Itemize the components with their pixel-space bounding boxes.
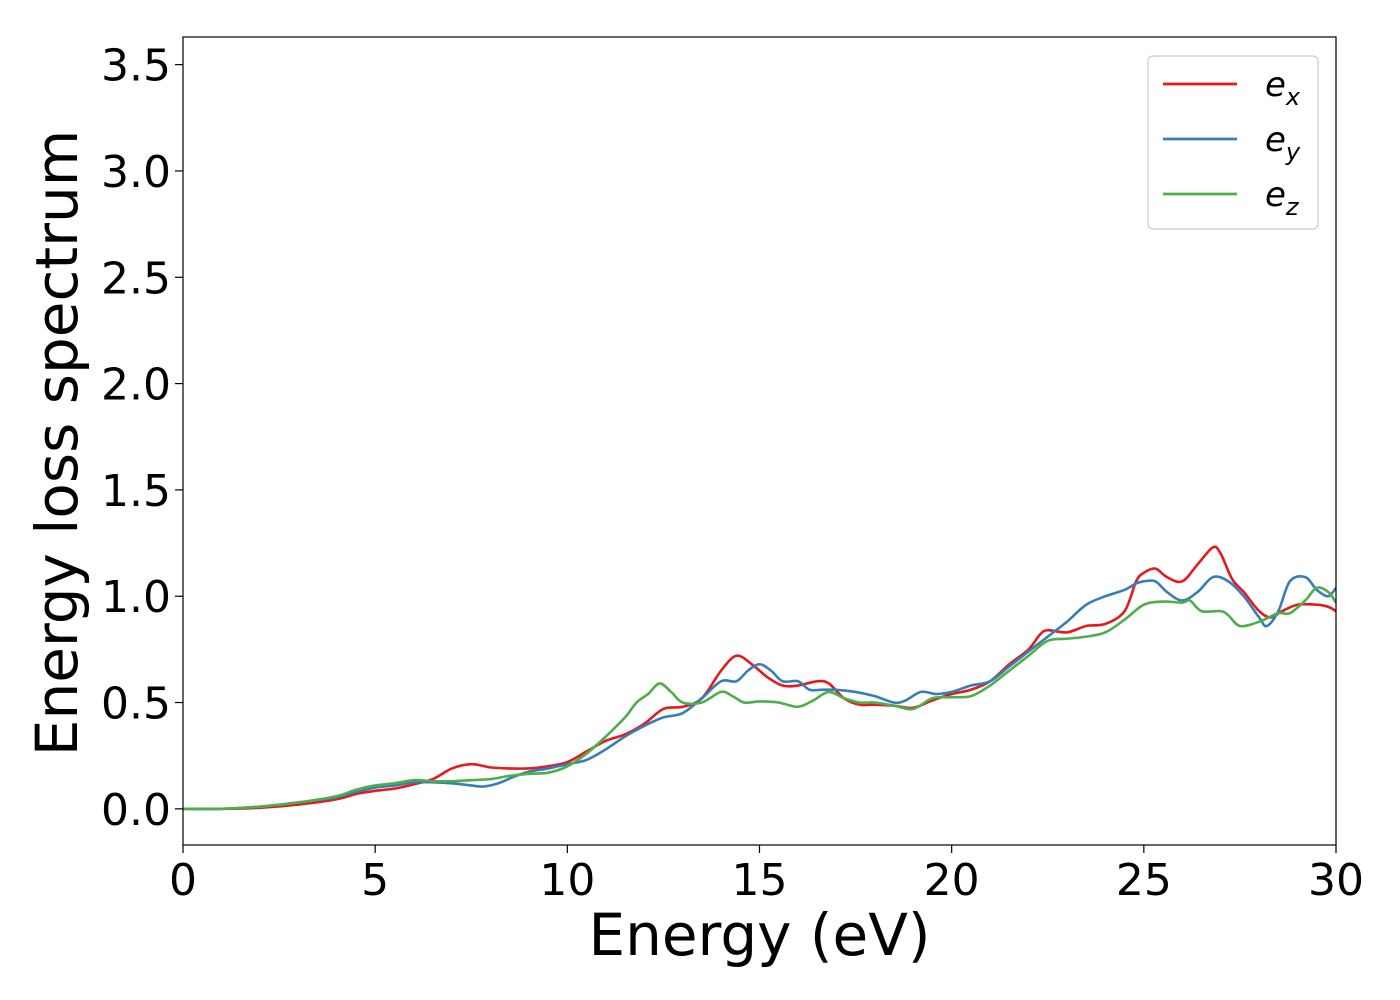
y-axis-title: Energy loss spectrum: [23, 130, 91, 756]
series-line-x: [183, 545, 1336, 811]
y-tick-label: 1.0: [101, 572, 171, 623]
y-tick-label: 0.5: [101, 679, 171, 730]
legend-label-z: ez: [1265, 175, 1300, 221]
x-tick-label: 5: [361, 855, 389, 906]
x-axis-title: Energy (eV): [588, 901, 930, 969]
legend-label-y: ey: [1265, 120, 1301, 166]
y-tick-label: 0.0: [101, 785, 171, 836]
legend-label-subscript: z: [1285, 193, 1300, 221]
legend-label-x: ex: [1265, 65, 1301, 111]
y-tick-label: 3.5: [101, 41, 171, 92]
x-tick-label: 20: [924, 855, 980, 906]
series-line-y: [183, 575, 1336, 811]
legend-label-subscript: y: [1285, 138, 1301, 166]
series-layer: [183, 545, 1336, 811]
ticks-layer: 0 5 10 15 20 25 30 0.0 0.5 1.0 1.5 2.0 2.5 3.0 3.5: [101, 41, 1364, 906]
y-tick-label: 1.5: [101, 466, 171, 517]
x-tick-label: 10: [539, 855, 595, 906]
legend-frame: [1147, 55, 1319, 230]
legend-label-base: e: [1265, 65, 1286, 105]
series-line-z: [183, 586, 1336, 811]
y-tick-label: 2.0: [101, 360, 171, 411]
legend-label-base: e: [1265, 120, 1286, 160]
y-tick-label: 3.0: [101, 147, 171, 198]
legend-label-base: e: [1265, 175, 1286, 215]
x-tick-label: 25: [1116, 855, 1172, 906]
x-tick-label: 0: [169, 855, 197, 906]
y-tick-label: 2.5: [101, 253, 171, 304]
legend-label-subscript: x: [1285, 83, 1301, 111]
x-tick-label: 15: [732, 855, 788, 906]
x-tick-label: 30: [1308, 855, 1364, 906]
